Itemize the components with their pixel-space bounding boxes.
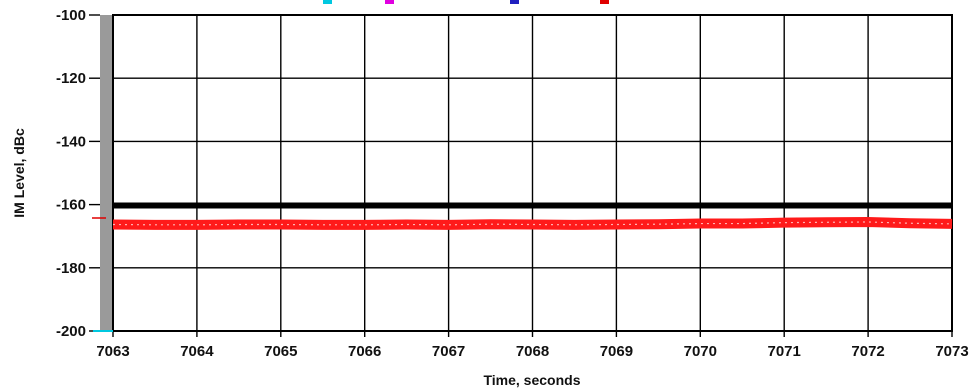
legend-marker [323, 0, 332, 4]
grid [112, 14, 953, 332]
y-axis: -100 -120 -140 -160 -180 -200 [56, 7, 100, 340]
x-tick-label: 7064 [180, 343, 214, 360]
y-tick-label: -140 [56, 133, 86, 150]
x-tick-label: 7068 [516, 343, 549, 360]
x-tick-label: 7069 [600, 343, 633, 360]
legend [323, 0, 609, 4]
x-axis-title: Time, seconds [483, 372, 580, 388]
legend-marker [510, 0, 519, 4]
x-tick-label: 7073 [935, 343, 968, 360]
x-tick-label: 7063 [96, 343, 129, 360]
y-tick-label: -100 [56, 7, 86, 24]
legend-marker [385, 0, 394, 4]
x-tick-label: 7067 [432, 343, 465, 360]
series-layer [112, 202, 953, 230]
series-line-red [112, 216, 953, 230]
x-tick-label: 7065 [264, 343, 297, 360]
series-line-red-texture [112, 221, 953, 226]
y-axis-title: IM Level, dBc [11, 128, 27, 218]
x-tick-label: 7066 [348, 343, 381, 360]
x-tick-label: 7072 [851, 343, 884, 360]
x-tick-label: 7070 [684, 343, 717, 360]
x-tick-label: 7071 [768, 343, 801, 360]
y-tick-label: -120 [56, 70, 86, 87]
plot-shadow [100, 15, 113, 331]
y-tick-label: -200 [56, 323, 86, 340]
y-tick-label: -160 [56, 197, 86, 214]
legend-marker [600, 0, 609, 4]
x-axis: 7063 7064 7065 7066 7067 7068 7069 7070 7071 7072… [96, 331, 969, 360]
y-tick-label: -180 [56, 260, 86, 277]
